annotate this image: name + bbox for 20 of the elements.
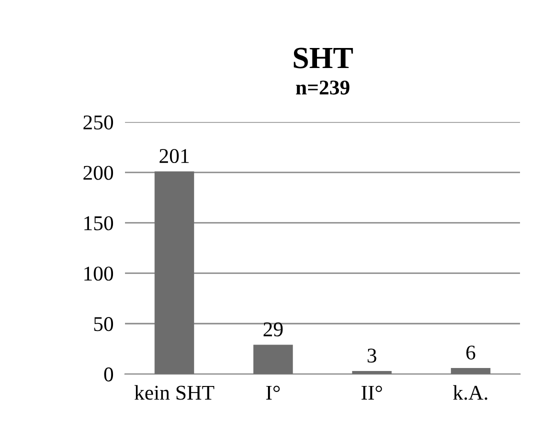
y-tick-label: 0 <box>104 367 114 382</box>
data-label: 201 <box>160 148 189 164</box>
chart-subtitle: n=239 <box>296 80 350 95</box>
bar <box>450 368 490 374</box>
y-tick-label: 150 <box>84 216 114 230</box>
y-tick-label: 250 <box>84 115 114 130</box>
bar <box>154 171 194 374</box>
x-tick-label: II° <box>362 386 382 400</box>
bar <box>253 344 293 374</box>
y-tick-label: 50 <box>94 317 114 332</box>
y-tick-label: 200 <box>84 166 114 180</box>
x-tick-label: k.A. <box>453 385 488 400</box>
data-label: 29 <box>264 322 283 336</box>
y-tick-label: 100 <box>84 266 114 281</box>
data-label: 6 <box>466 346 476 360</box>
data-label: 3 <box>368 348 376 363</box>
bar <box>352 371 392 374</box>
x-tick-label: I° <box>266 386 280 400</box>
x-tick-label: kein SHT <box>134 385 214 400</box>
chart-title: SHT <box>294 48 353 68</box>
